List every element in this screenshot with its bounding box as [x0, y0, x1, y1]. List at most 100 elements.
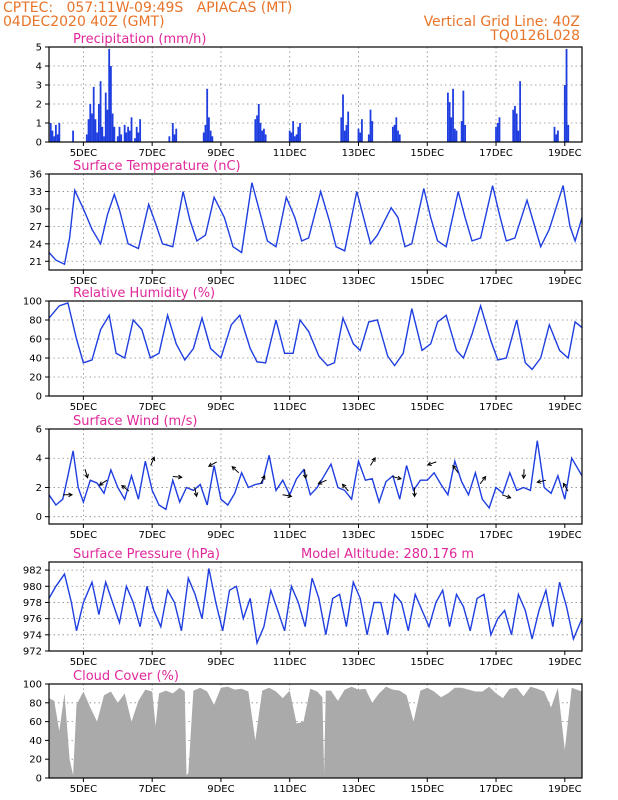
precipitation-bar — [135, 126, 138, 142]
cloud-cover-xtick-label: 17DEC — [479, 784, 513, 795]
precipitation-bar — [56, 134, 59, 142]
precipitation-bar — [87, 119, 90, 142]
humidity-ytick-label: 100 — [23, 297, 42, 308]
precipitation-bar — [96, 132, 99, 142]
precipitation-xtick-label: 19DEC — [548, 148, 582, 159]
precipitation-bar — [567, 124, 570, 142]
header-model-code: TQ0126L028 — [490, 28, 580, 44]
cloud-cover-ytick-label: 0 — [36, 774, 42, 785]
pressure-ytick-label: 974 — [23, 630, 42, 641]
humidity-ytick-label: 20 — [29, 373, 42, 384]
pressure-xtick-label: 9DEC — [207, 657, 234, 668]
wind-direction-arrow — [231, 465, 240, 474]
wind-direction-arrow — [341, 483, 349, 492]
precipitation-bar — [113, 126, 116, 142]
wind-ytick-label: 6 — [36, 425, 42, 436]
precipitation-bar — [104, 92, 107, 142]
wind-direction-arrow — [501, 494, 512, 499]
precipitation-bar — [514, 105, 516, 142]
temperature-ytick-label: 27 — [29, 222, 42, 233]
precipitation-bar — [209, 130, 212, 142]
precipitation-bar — [120, 134, 123, 142]
temperature-xtick-label: 9DEC — [207, 276, 234, 287]
precipitation-bar — [89, 104, 92, 142]
precipitation-bar — [263, 128, 265, 142]
precipitation-bar — [204, 124, 207, 142]
precipitation-bar — [293, 136, 296, 142]
precipitation-xtick-label: 15DEC — [410, 148, 444, 159]
cloud-cover-xtick-label: 5DEC — [70, 784, 97, 795]
precipitation-bar — [453, 128, 456, 142]
temperature-frame — [48, 173, 583, 271]
humidity-xtick-label: 11DEC — [273, 402, 307, 413]
cloud-cover-frame — [48, 683, 583, 779]
precipitation-bar — [254, 119, 257, 142]
precipitation-bar — [460, 121, 463, 142]
precipitation-bar — [202, 132, 205, 142]
precipitation-bar — [259, 123, 262, 142]
wind-direction-arrow — [193, 487, 199, 498]
precipitation-bar — [462, 90, 465, 142]
wind-xtick-label: 9DEC — [207, 530, 234, 541]
precipitation-bar — [297, 126, 300, 142]
pressure-ytick-label: 982 — [23, 566, 42, 577]
precipitation-xtick-label: 13DEC — [342, 148, 376, 159]
precipitation-bar — [496, 123, 499, 142]
wind-xtick-label: 19DEC — [548, 530, 582, 541]
wind-direction-arrow — [260, 474, 266, 485]
temperature-ytick-label: 30 — [29, 204, 42, 215]
precipitation-bar — [116, 136, 119, 142]
precipitation-ytick-label: 4 — [36, 62, 42, 73]
wind-direction-arrow — [426, 461, 437, 466]
precipitation-bar — [103, 136, 105, 142]
humidity-title: Relative Humidity (%) — [73, 286, 215, 301]
precipitation-bar — [395, 117, 398, 142]
wind-direction-arrow — [63, 492, 74, 498]
pressure-frame — [48, 561, 583, 652]
humidity-ytick-label: 60 — [29, 335, 42, 346]
precipitation-bar — [369, 109, 372, 142]
precipitation-bar — [345, 124, 348, 142]
humidity-ytick-label: 0 — [36, 392, 42, 403]
wind-direction-arrow — [302, 469, 308, 480]
humidity-xtick-label: 17DEC — [479, 402, 513, 413]
wind-xtick-label: 11DEC — [273, 530, 307, 541]
precipitation-bar — [557, 130, 559, 142]
wind-xtick-label: 17DEC — [479, 530, 513, 541]
wind-direction-arrow — [392, 475, 403, 481]
temperature-title: Surface Temperature (nC) — [73, 159, 241, 174]
precipitation-ytick-label: 5 — [36, 43, 42, 54]
precipitation-bar — [455, 130, 458, 142]
precipitation-ytick-label: 3 — [36, 81, 42, 92]
precipitation-bar — [134, 138, 136, 142]
precipitation-title: Precipitation (mm/h) — [73, 32, 206, 47]
humidity-xtick-label: 9DEC — [207, 402, 234, 413]
precipitation-bar — [111, 113, 114, 142]
precipitation-bar — [292, 121, 295, 142]
precipitation-bar — [452, 88, 454, 142]
cloud-cover-area — [49, 686, 582, 778]
pressure-title: Surface Pressure (hPa) — [73, 547, 220, 562]
precipitation-bar — [108, 48, 111, 142]
precipitation-bar — [446, 92, 449, 142]
wind-direction-arrow — [84, 469, 89, 479]
precipitation-bar — [54, 124, 57, 142]
precipitation-bar — [91, 113, 93, 142]
precipitation-bar — [72, 130, 74, 142]
pressure-xtick-label: 5DEC — [70, 657, 97, 668]
temperature-ytick-label: 36 — [29, 170, 42, 181]
precipitation-ytick-label: 1 — [36, 119, 42, 130]
temperature-series-line — [48, 182, 583, 266]
pressure-xtick-label: 7DEC — [138, 657, 165, 668]
precipitation-bar — [565, 48, 568, 142]
temperature-xtick-label: 19DEC — [548, 276, 582, 287]
precipitation-bar — [393, 124, 396, 142]
precipitation-bar — [211, 136, 214, 142]
temperature-ytick-label: 21 — [29, 257, 42, 268]
precipitation-bar — [97, 104, 100, 142]
temperature-xtick-label: 5DEC — [70, 276, 97, 287]
precipitation-xtick-label: 17DEC — [479, 148, 513, 159]
precipitation-bar — [125, 132, 128, 142]
precipitation-xtick-label: 9DEC — [207, 148, 234, 159]
wind-xtick-label: 13DEC — [342, 530, 376, 541]
